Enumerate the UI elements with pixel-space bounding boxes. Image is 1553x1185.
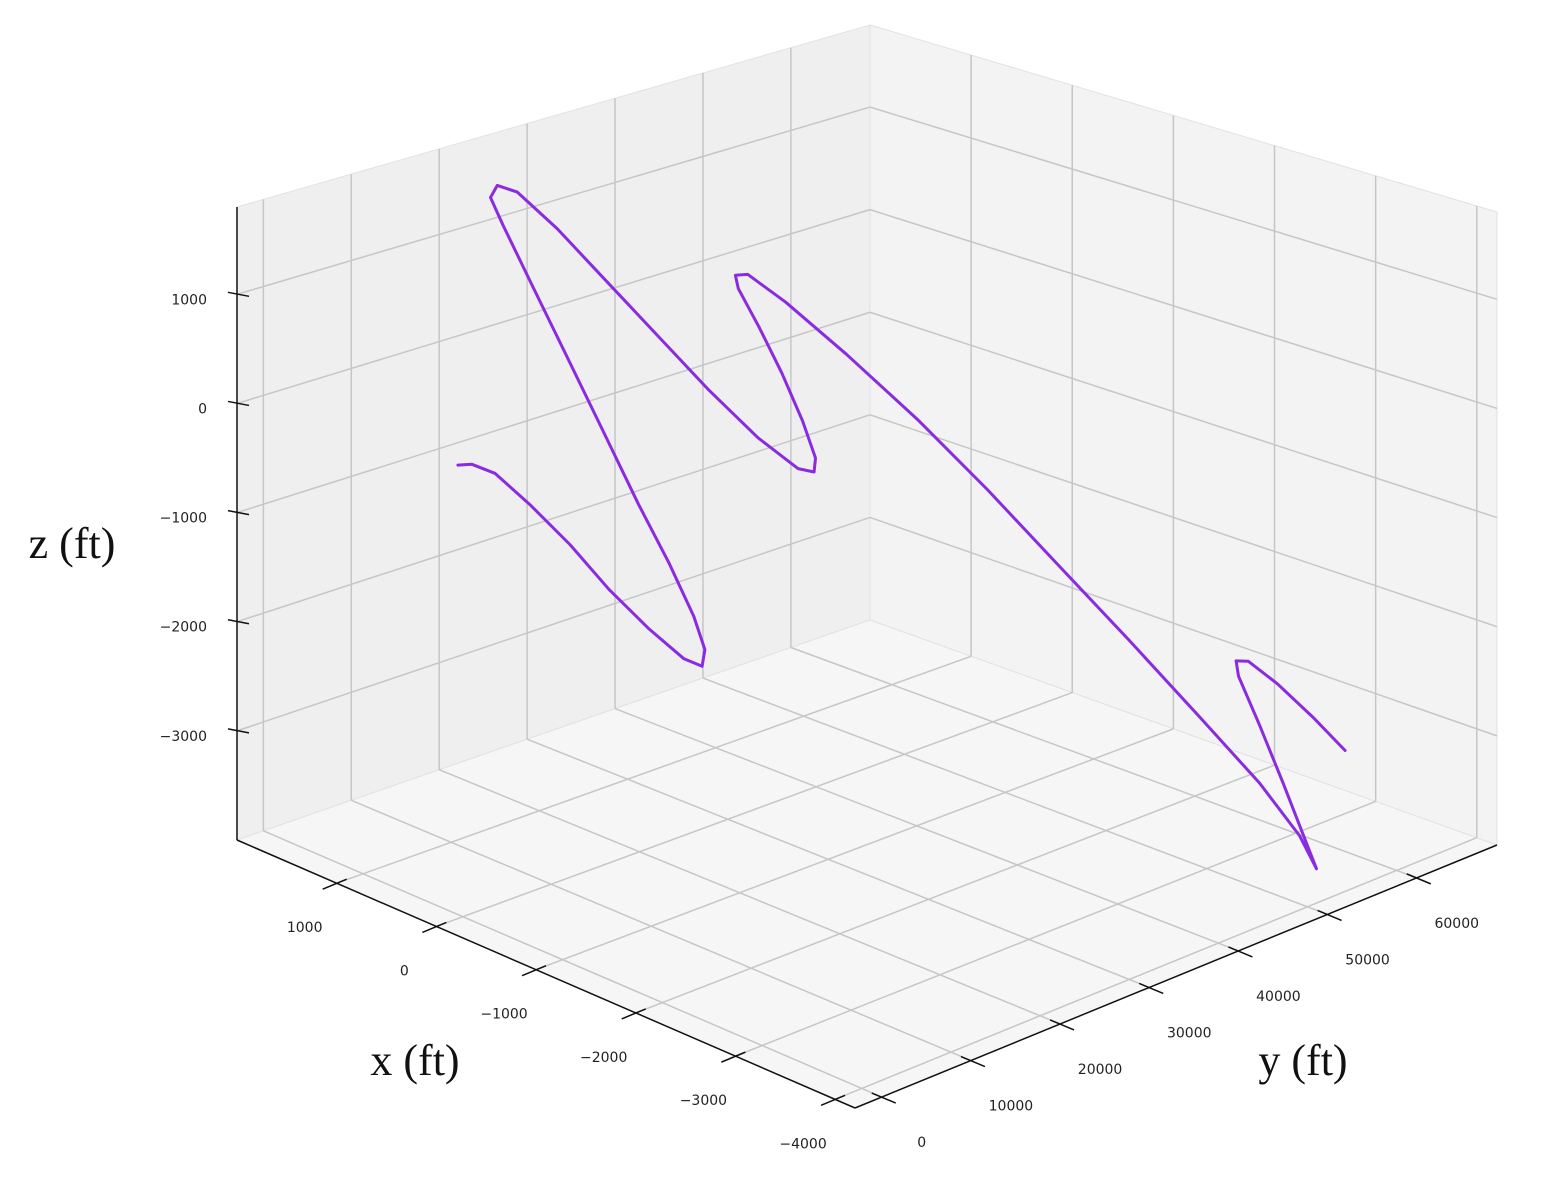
grid-line bbox=[436, 691, 1073, 928]
y-tick bbox=[960, 1055, 986, 1068]
z-tick bbox=[227, 400, 250, 407]
plot-area: 10000−1000−2000−3000−4000 010000200003000… bbox=[160, 24, 1499, 1152]
x-tick-label: −4000 bbox=[779, 1136, 826, 1152]
grid-line bbox=[869, 106, 1498, 301]
x-tick-label: 0 bbox=[400, 963, 409, 979]
z-tick bbox=[227, 509, 250, 516]
z-tick-label: 0 bbox=[198, 401, 207, 417]
y-tick-label: 0 bbox=[917, 1135, 926, 1151]
z-tick-label: −1000 bbox=[160, 511, 207, 527]
y-tick-label: 60000 bbox=[1434, 916, 1479, 932]
y-tick-label: 40000 bbox=[1256, 989, 1301, 1005]
y-tick-label: 20000 bbox=[1078, 1062, 1123, 1078]
grid-line bbox=[526, 738, 1150, 989]
grid-line bbox=[535, 728, 1174, 971]
x-tick-label: −2000 bbox=[580, 1050, 627, 1066]
y-tick bbox=[1228, 946, 1253, 958]
grid-line bbox=[263, 830, 883, 1098]
grid-line bbox=[834, 837, 1478, 1101]
grid-line bbox=[735, 800, 1376, 1057]
grid-line bbox=[869, 516, 1498, 737]
y-tick bbox=[1317, 909, 1342, 922]
grid-line bbox=[336, 655, 972, 884]
y-tick-label: 30000 bbox=[1167, 1025, 1212, 1041]
x-tick bbox=[621, 1008, 646, 1020]
grid-line bbox=[351, 799, 972, 1062]
y-axis-line bbox=[854, 844, 1498, 1109]
grid-line bbox=[236, 106, 871, 296]
grid-line bbox=[438, 769, 1061, 1025]
grid-line bbox=[869, 311, 1498, 519]
z-tick-label: 1000 bbox=[171, 292, 207, 308]
z-tick-label: −2000 bbox=[160, 620, 207, 636]
z-tick bbox=[227, 728, 250, 734]
x-tick bbox=[521, 964, 547, 977]
grid-line bbox=[614, 707, 1239, 952]
z-axis-label: z (ft) bbox=[29, 519, 116, 568]
grid-line bbox=[702, 677, 1328, 916]
y-tick bbox=[1138, 982, 1164, 995]
y-tick-label: 10000 bbox=[989, 1099, 1034, 1115]
y-tick bbox=[1406, 873, 1432, 885]
y-tick bbox=[1049, 1019, 1075, 1031]
y-axis-label: y (ft) bbox=[1258, 1036, 1347, 1085]
z-tick bbox=[227, 618, 250, 625]
grid-line bbox=[236, 311, 871, 514]
x-axis-label: x (ft) bbox=[370, 1036, 459, 1085]
z-tick-label: −3000 bbox=[160, 729, 207, 745]
x-tick bbox=[721, 1051, 746, 1063]
x-tick-label: 1000 bbox=[287, 920, 323, 936]
x-tick bbox=[820, 1094, 846, 1107]
x-tick-label: −3000 bbox=[680, 1093, 727, 1109]
grid-line bbox=[869, 414, 1498, 628]
x-tick bbox=[322, 878, 347, 890]
grid-line bbox=[236, 516, 871, 732]
grid-line bbox=[236, 414, 871, 623]
grid-line bbox=[635, 764, 1275, 1014]
x-axis-line bbox=[236, 839, 856, 1109]
trajectory-line bbox=[456, 183, 1347, 871]
x-tick-label: −1000 bbox=[480, 1007, 527, 1023]
y-tick-label: 50000 bbox=[1345, 952, 1390, 968]
z-tick bbox=[227, 291, 250, 298]
y-tick bbox=[871, 1092, 897, 1104]
grid-line bbox=[236, 208, 871, 405]
grid-line bbox=[790, 646, 1418, 879]
x-tick bbox=[422, 921, 447, 934]
grid-line bbox=[869, 208, 1498, 410]
